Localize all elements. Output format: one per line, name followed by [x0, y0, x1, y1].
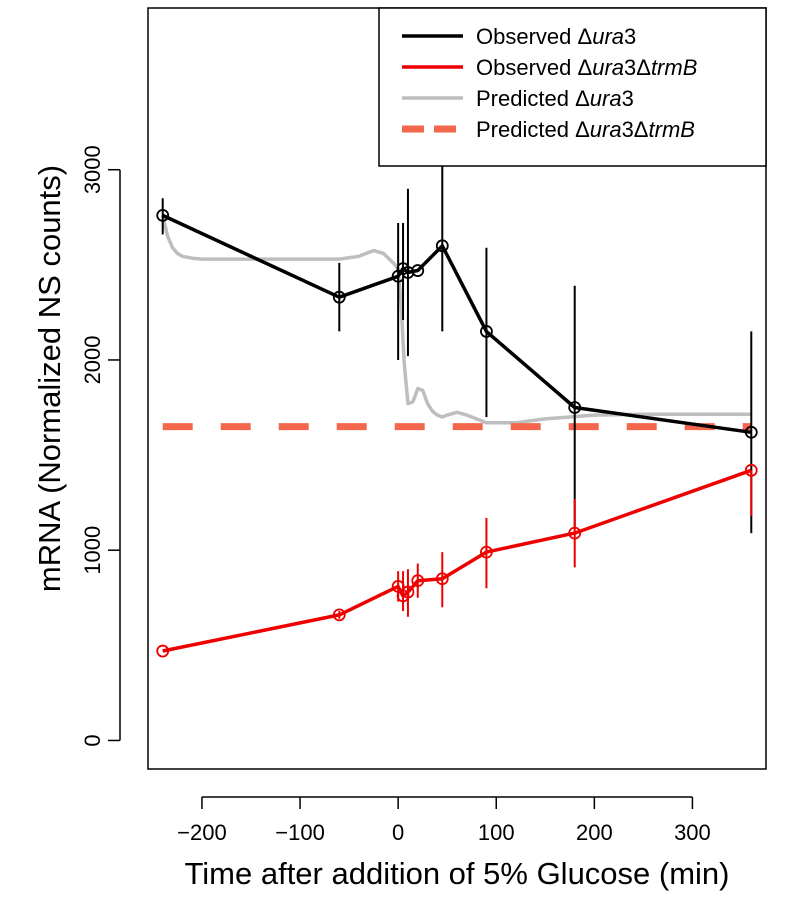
observed-ura3-point	[156, 208, 170, 222]
observed-ura3-point	[744, 425, 758, 439]
x-tick-label: −100	[275, 820, 325, 845]
observed-ura3-trmb-series	[156, 463, 758, 658]
plot-marks	[156, 162, 758, 658]
observed-ura3-point	[411, 264, 425, 277]
observed-ura3-trmb-line	[162, 468, 752, 653]
observed-ura3-point	[480, 325, 493, 338]
predicted-ura3-line	[160, 215, 752, 425]
x-tick-label: 300	[674, 820, 711, 845]
observed-ura3-trmb-point	[435, 572, 449, 586]
observed-ura3-point	[332, 290, 346, 304]
legend-entry-label: Predicted Δura3	[476, 86, 634, 111]
observed-ura3-trmb-point	[411, 574, 425, 588]
x-axis-title: Time after addition of 5% Glucose (min)	[184, 856, 729, 891]
observed-ura3-point	[568, 401, 582, 414]
x-tick-label: −200	[177, 820, 227, 845]
y-tick-label: 2000	[80, 335, 105, 384]
observed-ura3-line	[161, 213, 752, 435]
y-tick-label: 0	[80, 734, 105, 746]
observed-ura3-trmb-point	[401, 585, 415, 599]
observed-ura3-trmb-point	[156, 644, 170, 658]
legend-entry-label: Observed Δura3ΔtrmB	[476, 55, 697, 80]
legend-entry-label: Predicted Δura3ΔtrmB	[476, 117, 695, 142]
observed-ura3-point	[435, 239, 449, 253]
y-tick-label: 3000	[80, 145, 105, 194]
observed-ura3-trmb-point	[568, 526, 582, 540]
x-tick-label: 100	[478, 820, 515, 845]
x-tick-label: 0	[392, 820, 404, 845]
observed-ura3-series	[156, 162, 758, 534]
observed-ura3-trmb-point	[332, 608, 346, 622]
x-tick-label: 200	[576, 820, 613, 845]
y-axis-title: mRNA (Normalized NS counts)	[32, 165, 67, 592]
observed-ura3-trmb-point	[480, 545, 493, 559]
y-tick-label: 1000	[80, 526, 105, 575]
observed-ura3-trmb-point	[744, 463, 758, 477]
legend-entry-label: Observed Δura3	[476, 24, 636, 49]
legend: Observed Δura3 Observed Δura3ΔtrmB Predict…	[378, 7, 767, 167]
